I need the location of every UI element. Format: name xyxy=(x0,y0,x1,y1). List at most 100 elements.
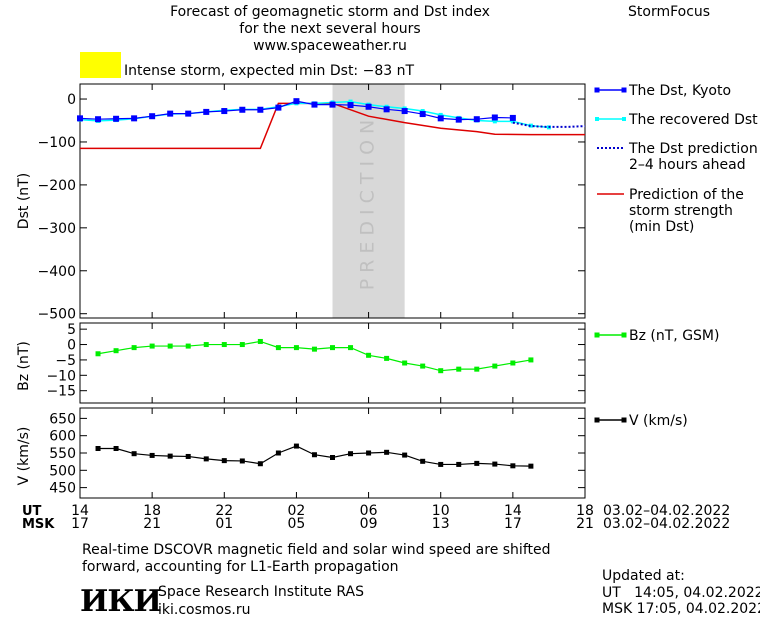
bz-point xyxy=(330,345,335,351)
institute-site: iki.cosmos.ru xyxy=(158,602,251,618)
ut-tick-label: 14 xyxy=(504,503,522,519)
bz-point xyxy=(167,343,173,349)
speed-point xyxy=(167,453,173,459)
ut-tick-label: 06 xyxy=(360,503,378,519)
y-tick-label: −300 xyxy=(38,221,76,237)
dst-kyoto-point xyxy=(311,101,318,108)
msk-date-range: 03.02–04.02.2022 xyxy=(603,516,730,532)
dst-kyoto-point xyxy=(185,110,192,117)
dst-kyoto-point xyxy=(239,106,246,113)
msk-tick-label: 17 xyxy=(71,516,89,532)
dst-kyoto-point xyxy=(131,115,138,122)
bz-line xyxy=(97,340,531,372)
bz-point xyxy=(420,363,426,369)
speed-point xyxy=(456,461,462,467)
speed-point xyxy=(185,453,191,459)
dst-kyoto-point xyxy=(95,116,102,123)
bz-point xyxy=(528,357,534,363)
y-tick-label: 650 xyxy=(49,411,76,427)
institute-name: Space Research Institute RAS xyxy=(158,584,364,600)
iki-logo: ИКИ xyxy=(80,584,162,619)
bz-point xyxy=(402,360,408,366)
y-tick-label: 550 xyxy=(49,446,76,462)
dst-kyoto-point xyxy=(401,108,408,115)
ut-tick-label: 10 xyxy=(432,503,450,519)
recovered-dst-point xyxy=(438,112,443,117)
dst-kyoto-point xyxy=(293,98,300,105)
bz-point xyxy=(510,360,516,366)
updated-label: Updated at: xyxy=(602,568,685,584)
y-tick-label: 5 xyxy=(67,322,76,338)
dst-kyoto-point xyxy=(383,106,390,113)
speed-point xyxy=(275,450,281,456)
dst-kyoto-point xyxy=(167,110,174,117)
prediction-label: PREDICTION xyxy=(357,114,379,291)
bz-point xyxy=(95,351,101,357)
panel-frame-1 xyxy=(79,83,586,319)
legend-recovered-dst-marker xyxy=(622,117,626,121)
chart-title-line2: for the next several hours xyxy=(239,21,421,37)
dst-kyoto-point xyxy=(149,113,156,120)
y-tick-label: 600 xyxy=(49,429,76,445)
ut-tick-label: 18 xyxy=(576,503,594,519)
bz-point xyxy=(131,345,137,351)
y-axis-label-2: Bz (nT) xyxy=(16,341,32,391)
msk-tick-label: 13 xyxy=(432,516,450,532)
bz-point xyxy=(257,338,263,344)
speed-point xyxy=(95,446,101,451)
legend-dst-kyoto-marker xyxy=(594,87,600,93)
ut-axis-label: UT xyxy=(22,504,42,519)
legend-storm-strength-label: storm strength xyxy=(629,203,733,219)
bz-point xyxy=(366,352,372,358)
speed-point xyxy=(348,451,354,457)
msk-tick-label: 09 xyxy=(360,516,378,532)
y-axis-label-1: Dst (nT) xyxy=(16,173,32,229)
bz-point xyxy=(348,345,354,351)
speed-point xyxy=(203,456,209,462)
ut-tick-label: 14 xyxy=(71,503,89,519)
legend-recovered-dst-label: The recovered Dst xyxy=(628,112,758,128)
legend-recovered-dst-marker xyxy=(595,117,599,121)
recovered-dst-point xyxy=(420,109,425,114)
speed-point xyxy=(474,460,480,466)
dst-kyoto-point xyxy=(473,116,480,123)
bz-point xyxy=(149,343,155,349)
panel-frame-2 xyxy=(79,322,586,404)
y-tick-label: −200 xyxy=(38,178,76,194)
y-tick-label: −400 xyxy=(38,264,76,280)
legend-storm-strength-label: Prediction of the xyxy=(629,187,744,203)
y-tick-label: 500 xyxy=(49,463,76,479)
storm-alert-swatch xyxy=(80,52,121,78)
bz-point xyxy=(456,366,462,372)
recovered-dst-point xyxy=(528,123,533,128)
speed-point xyxy=(239,458,245,464)
msk-tick-label: 01 xyxy=(215,516,233,532)
legend-dst-prediction-label: The Dst prediction xyxy=(628,141,758,157)
speed-point xyxy=(510,463,516,469)
prediction-zone xyxy=(332,84,405,318)
legend-bz-label: Bz (nT, GSM) xyxy=(629,328,719,344)
dst-prediction-line xyxy=(512,121,586,128)
speed-point xyxy=(420,458,426,464)
y-tick-label: −500 xyxy=(38,307,76,323)
speed-point xyxy=(149,452,155,458)
legend-dst-kyoto-marker xyxy=(621,87,627,93)
y-tick-label: −100 xyxy=(38,135,76,151)
speed-point xyxy=(384,449,390,455)
msk-tick-label: 05 xyxy=(288,516,306,532)
speed-point xyxy=(131,451,137,457)
speed-point xyxy=(402,452,408,458)
legend-bz-marker xyxy=(594,332,600,338)
ut-tick-label: 22 xyxy=(215,503,233,519)
dst-kyoto-point xyxy=(455,116,462,123)
storm-alert-text: Intense storm, expected min Dst: −83 nT xyxy=(124,63,415,79)
msk-tick-label: 17 xyxy=(504,516,522,532)
speed-point xyxy=(293,443,299,449)
bz-point xyxy=(185,343,191,349)
bz-point xyxy=(221,342,227,348)
y-tick-label: 0 xyxy=(67,338,76,354)
speed-point xyxy=(366,450,372,456)
dst-kyoto-point xyxy=(113,115,120,122)
speed-point xyxy=(257,461,263,467)
